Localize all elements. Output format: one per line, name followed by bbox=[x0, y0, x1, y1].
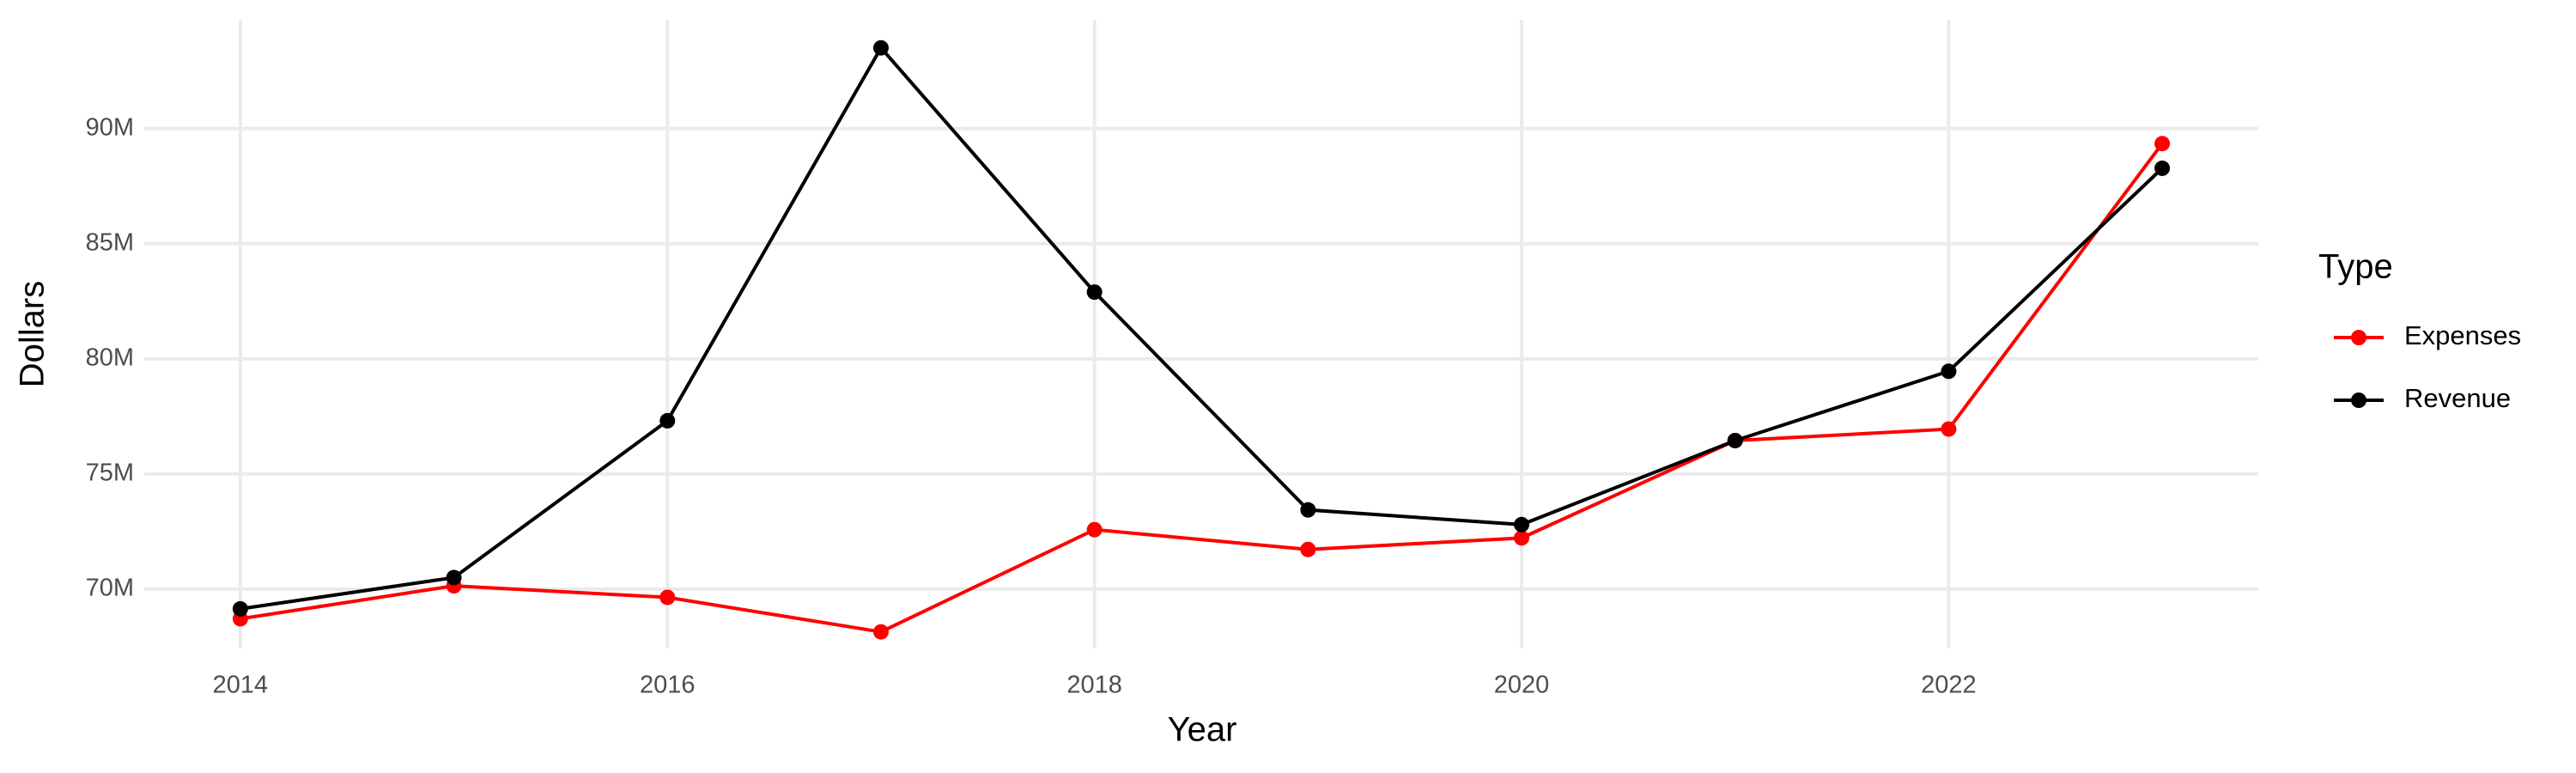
data-point bbox=[232, 600, 248, 617]
data-point bbox=[1300, 541, 1316, 557]
data-point bbox=[1941, 363, 1957, 380]
x-tick-label: 2020 bbox=[1494, 672, 1550, 699]
legend-title: Type bbox=[2318, 248, 2393, 286]
data-point bbox=[1300, 502, 1316, 518]
y-tick-label: 85M bbox=[86, 228, 134, 256]
data-point bbox=[1086, 521, 1103, 538]
legend-marker bbox=[2351, 330, 2366, 345]
x-tick-label: 2018 bbox=[1066, 672, 1122, 699]
legend-marker bbox=[2351, 393, 2366, 408]
series-line bbox=[240, 45, 2164, 611]
x-tick-label: 2016 bbox=[640, 672, 696, 699]
x-tick-label: 2022 bbox=[1921, 672, 1977, 699]
data-point bbox=[2154, 136, 2171, 152]
grid bbox=[144, 20, 2258, 648]
legend-label: Expenses bbox=[2404, 320, 2521, 350]
legend-label: Revenue bbox=[2404, 383, 2511, 413]
data-point bbox=[1727, 432, 1743, 448]
data-point bbox=[446, 569, 462, 586]
series-line bbox=[240, 143, 2164, 634]
y-tick-label: 75M bbox=[86, 459, 134, 486]
data-point bbox=[1514, 530, 1530, 546]
data-point bbox=[1941, 421, 1957, 437]
y-tick-label: 80M bbox=[86, 344, 134, 371]
data-point bbox=[659, 412, 676, 429]
x-axis-title: Year bbox=[1168, 711, 1237, 749]
y-tick-label: 90M bbox=[86, 113, 134, 141]
data-point bbox=[872, 40, 889, 56]
y-axis-title: Dollars bbox=[14, 281, 52, 387]
data-point bbox=[872, 624, 889, 640]
data-point bbox=[2154, 160, 2171, 176]
data-point bbox=[659, 589, 676, 606]
x-tick-label: 2014 bbox=[213, 672, 269, 699]
data-point bbox=[1514, 516, 1530, 533]
data-point bbox=[1086, 284, 1103, 301]
y-tick-label: 70M bbox=[86, 575, 134, 602]
